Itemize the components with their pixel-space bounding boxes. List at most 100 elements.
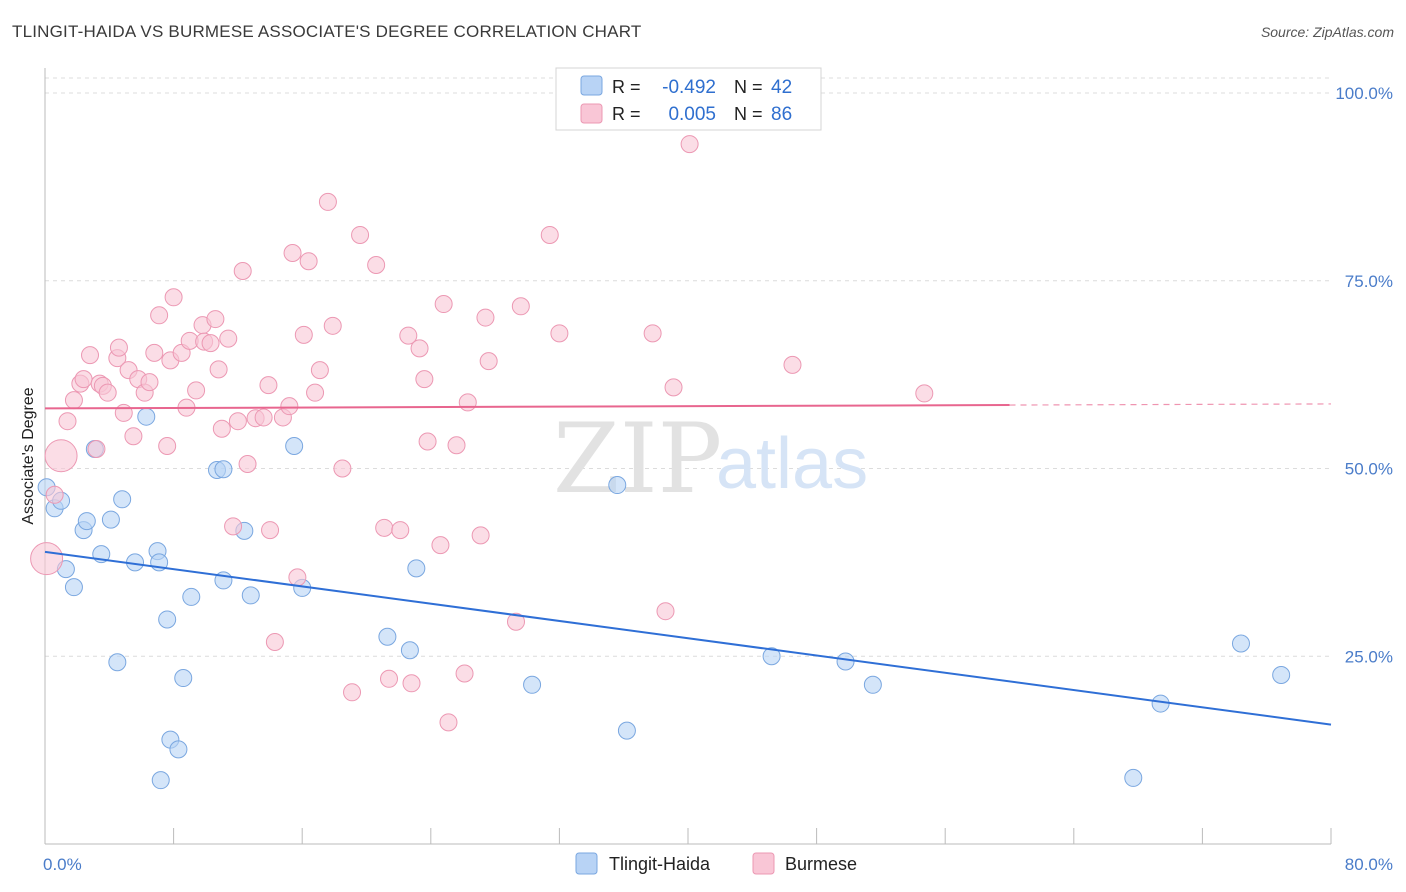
burmese-point — [511, 297, 530, 316]
tlingit-haida-point — [762, 647, 781, 666]
tlingit-haida-point — [1151, 694, 1170, 713]
tlingit-haida-point — [523, 675, 542, 694]
burmese-point — [206, 310, 225, 329]
burmese-point — [45, 485, 64, 504]
legend-r-value-tlingit: -0.492 — [662, 77, 716, 98]
burmese-point — [238, 455, 257, 474]
burmese-point — [280, 397, 299, 416]
source-label: Source: ZipAtlas.com — [1260, 24, 1394, 40]
burmese-point — [233, 262, 252, 281]
correlation-legend: R = -0.492 N = 42 R = 0.005 N = 86 — [555, 67, 822, 131]
burmese-point — [418, 432, 437, 451]
burmese-point — [306, 383, 325, 402]
burmese-point — [164, 288, 183, 307]
tlingit-haida-point — [137, 407, 156, 426]
burmese-point — [447, 436, 466, 455]
tlingit-haida-point — [108, 653, 127, 672]
bottom-legend-swatch-burmese — [752, 852, 775, 875]
x-tick-label-min: 0.0% — [43, 855, 82, 874]
burmese-point — [209, 360, 228, 379]
legend-n-label: N = — [734, 77, 763, 97]
tlingit-haida-point — [1231, 634, 1250, 653]
burmese-point — [259, 376, 278, 395]
burmese-point — [434, 295, 453, 314]
burmese-point — [643, 324, 662, 343]
burmese-point — [506, 612, 525, 631]
y-tick-labels: 25.0% 50.0% 75.0% 100.0% — [1335, 84, 1393, 666]
burmese-point — [375, 518, 394, 537]
burmese-point — [399, 326, 418, 345]
burmese-point — [431, 536, 450, 555]
burmese-point — [30, 542, 64, 576]
burmese-point — [343, 683, 362, 702]
burmese-point — [540, 225, 559, 244]
burmese-point — [656, 602, 675, 621]
tlingit-haida-point — [174, 669, 193, 688]
burmese-point — [294, 325, 313, 344]
tlingit-haida-point — [158, 610, 177, 629]
tlingit-haida-points — [37, 407, 1291, 790]
tlingit-haida-point — [182, 587, 201, 606]
tlingit-haida-point — [214, 460, 233, 479]
y-axis-label: Associate's Degree — [20, 387, 37, 524]
watermark: ZIP atlas — [553, 403, 868, 515]
burmese-point — [114, 403, 133, 422]
tlingit-haida-point — [836, 652, 855, 671]
legend-n-label: N = — [734, 104, 763, 124]
tlingit-haida-point — [608, 476, 627, 495]
legend-swatch-tlingit — [580, 75, 603, 96]
burmese-point — [402, 674, 421, 693]
trend-lines — [44, 403, 1332, 726]
burmese-point — [74, 370, 93, 389]
burmese-point — [187, 381, 206, 400]
burmese-trend-line-extension — [1009, 403, 1332, 406]
burmese-point — [680, 135, 699, 154]
tlingit-haida-point — [151, 771, 170, 790]
burmese-point — [44, 439, 78, 473]
y-tick-label: 100.0% — [1335, 84, 1393, 103]
burmese-point — [471, 526, 490, 545]
burmese-point — [380, 669, 399, 688]
bottom-legend-swatch-tlingit — [575, 852, 598, 875]
burmese-point — [455, 664, 474, 683]
gridlines — [45, 77, 1331, 657]
burmese-point — [299, 252, 318, 271]
burmese-point — [333, 459, 352, 478]
legend-swatch-burmese — [580, 103, 603, 124]
burmese-point — [261, 521, 280, 540]
burmese-point — [283, 243, 302, 262]
legend-r-label: R = — [612, 77, 641, 97]
watermark-atlas: atlas — [716, 424, 868, 504]
tlingit-haida-point — [77, 512, 96, 531]
tlingit-haida-point — [64, 578, 83, 597]
burmese-point — [318, 192, 337, 211]
burmese-point — [109, 338, 128, 357]
burmese-point — [351, 225, 370, 244]
burmese-point — [783, 355, 802, 374]
burmese-point — [458, 393, 477, 412]
burmese-point — [550, 324, 569, 343]
burmese-point — [288, 568, 307, 587]
tlingit-haida-point — [400, 641, 419, 660]
burmese-point — [81, 346, 100, 365]
legend-r-label: R = — [612, 104, 641, 124]
burmese-point — [391, 521, 410, 540]
tlingit-haida-trend-line — [44, 550, 1332, 726]
burmese-point — [158, 436, 177, 455]
y-tick-label: 50.0% — [1345, 460, 1393, 479]
burmese-point — [124, 427, 143, 446]
burmese-point — [212, 419, 231, 438]
series-legend: Tlingit-Haida Burmese — [575, 852, 857, 875]
burmese-point — [410, 339, 429, 358]
burmese-point — [98, 383, 117, 402]
burmese-point — [310, 361, 329, 380]
tlingit-haida-point — [1272, 666, 1291, 685]
burmese-point — [664, 378, 683, 397]
tlingit-haida-point — [378, 627, 397, 646]
burmese-point — [439, 713, 458, 732]
tlingit-haida-point — [113, 490, 132, 509]
legend-n-value-burmese: 86 — [771, 104, 792, 125]
burmese-point — [219, 329, 238, 348]
burmese-point — [64, 391, 83, 410]
